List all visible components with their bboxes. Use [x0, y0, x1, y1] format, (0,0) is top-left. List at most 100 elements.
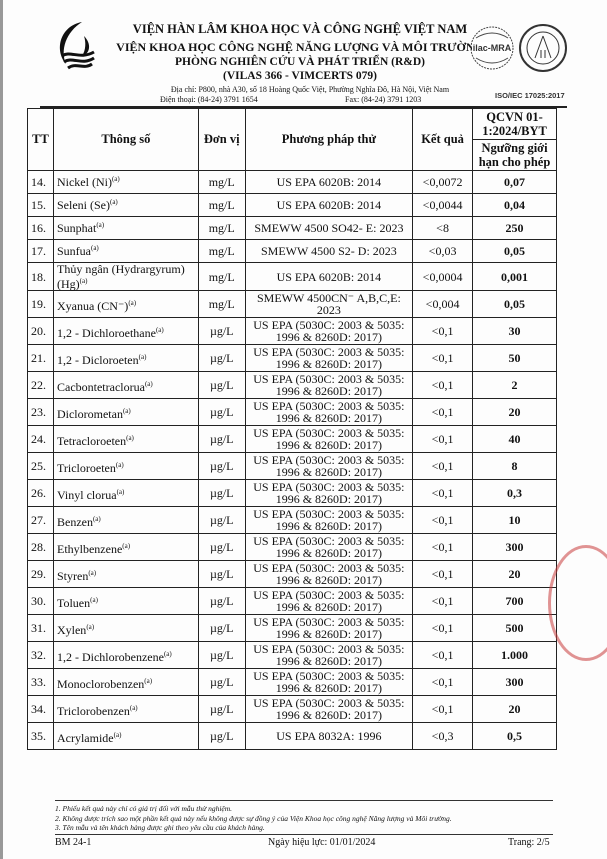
ilac-mra-logo-icon: ilac-MRA	[470, 26, 514, 70]
row-result: <0,1	[412, 425, 474, 453]
row-method: US EPA (5030C: 2003 & 5035: 1996 & 8260D…	[244, 398, 414, 426]
row-method: US EPA 8032A: 1996	[244, 722, 414, 750]
row-tt: 33.	[27, 668, 54, 696]
table-row: 27. Benzen(a) µg/L US EPA (5030C: 2003 & 50…	[27, 506, 557, 534]
table-row: 19. Xyanua (CN⁻)(a) mg/L SMEWW 4500CN⁻ A,B,…	[27, 290, 557, 318]
row-param: Monoclorobenzen(a)	[52, 668, 199, 696]
row-tt: 19.	[27, 290, 54, 318]
row-param: 1,2 - Dichlorobenzene(a)	[52, 641, 199, 669]
page-edge	[0, 0, 3, 859]
row-unit: µg/L	[197, 722, 246, 750]
table-row: 20. 1,2 - Dichloroethane(a) µg/L US EPA (50…	[27, 317, 557, 345]
row-tt: 35.	[27, 722, 54, 750]
row-result: <0,1	[412, 641, 474, 669]
table-row: 18. Thủy ngân (Hydrargyrum) (Hg)(a) mg/L US…	[27, 262, 557, 291]
fax: Fax: (84-24) 3791 1203	[345, 95, 422, 104]
row-param: Thủy ngân (Hydrargyrum) (Hg)(a)	[52, 262, 199, 291]
row-param: Diclorometan(a)	[52, 398, 199, 426]
table-row: 31. Xylen(a) µg/L US EPA (5030C: 2003 & 503…	[27, 614, 557, 642]
header-line-3: PHÒNG NGHIÊN CỨU VÀ PHÁT TRIỂN (R&D)	[174, 56, 426, 68]
row-unit: µg/L	[197, 587, 246, 615]
row-param: Tetracloroeten(a)	[52, 425, 199, 453]
row-limit: 8	[472, 452, 557, 480]
row-unit: µg/L	[197, 641, 246, 669]
row-unit: µg/L	[197, 371, 246, 399]
table-row: 14. Nickel (Ni)(a) mg/L US EPA 6020B: 2014 <…	[27, 170, 557, 194]
row-tt: 26.	[27, 479, 54, 507]
row-limit: 250	[472, 216, 557, 240]
table-row: 32. 1,2 - Dichlorobenzene(a) µg/L US EPA (5…	[27, 641, 557, 669]
row-result: <0,1	[412, 371, 474, 399]
red-stamp	[548, 545, 607, 661]
row-unit: µg/L	[197, 344, 246, 372]
footer-divider	[55, 800, 553, 801]
row-method: US EPA 6020B: 2014	[244, 262, 414, 291]
row-tt: 32.	[27, 641, 54, 669]
row-method: US EPA (5030C: 2003 & 5035: 1996 & 8260D…	[244, 641, 414, 669]
row-tt: 29.	[27, 560, 54, 588]
row-method: US EPA (5030C: 2003 & 5035: 1996 & 8260D…	[244, 614, 414, 642]
row-tt: 21.	[27, 344, 54, 372]
address: Địa chỉ: P800, nhà A30, số 18 Hoàng Quốc…	[170, 85, 450, 94]
row-result: <0,1	[412, 614, 474, 642]
row-unit: µg/L	[197, 668, 246, 696]
table-row: 21. 1,2 - Dicloroeten(a) µg/L US EPA (5030C…	[27, 344, 557, 372]
row-param: Vinyl clorua(a)	[52, 479, 199, 507]
row-method: SMEWW 4500 S2- D: 2023	[244, 239, 414, 263]
row-method: US EPA (5030C: 2003 & 5035: 1996 & 8260D…	[244, 371, 414, 399]
row-unit: mg/L	[197, 170, 246, 194]
row-tt: 27.	[27, 506, 54, 534]
table-row: 17. Sunfua(a) mg/L SMEWW 4500 S2- D: 2023 <0…	[27, 239, 557, 263]
row-limit: 0,05	[472, 239, 557, 263]
footer-divider-2	[55, 834, 553, 835]
table-row: 22. Cacbontetraclorua(a) µg/L US EPA (5030C…	[27, 371, 557, 399]
institute-logo-icon	[59, 22, 95, 70]
row-param: Sunfua(a)	[52, 239, 199, 263]
row-limit: 20	[472, 398, 557, 426]
row-result: <0,1	[412, 452, 474, 480]
row-tt: 24.	[27, 425, 54, 453]
header-limit: Ngưỡng giới hạn cho phép	[472, 139, 557, 171]
row-limit: 1.000	[472, 641, 557, 669]
row-limit: 0,001	[472, 262, 557, 291]
row-param: Cacbontetraclorua(a)	[52, 371, 199, 399]
row-method: US EPA (5030C: 2003 & 5035: 1996 & 8260D…	[244, 452, 414, 480]
row-limit: 40	[472, 425, 557, 453]
row-unit: mg/L	[197, 193, 246, 217]
row-result: <0,1	[412, 560, 474, 588]
row-method: US EPA 6020B: 2014	[244, 193, 414, 217]
header-divider	[40, 106, 567, 108]
row-limit: 30	[472, 317, 557, 345]
table-row: 23. Diclorometan(a) µg/L US EPA (5030C: 200…	[27, 398, 557, 426]
table-row: 34. Triclorobenzen(a) µg/L US EPA (5030C: 2…	[27, 695, 557, 723]
row-param: 1,2 - Dicloroeten(a)	[52, 344, 199, 372]
header-result: Kết quả	[412, 108, 474, 171]
row-tt: 22.	[27, 371, 54, 399]
row-result: <0,03	[412, 239, 474, 263]
notes: 1. Phiếu kết quả này chỉ có giá trị đối …	[55, 804, 452, 833]
row-tt: 16.	[27, 216, 54, 240]
row-limit: 0,07	[472, 170, 557, 194]
row-limit: 500	[472, 614, 557, 642]
row-limit: 0,05	[472, 290, 557, 318]
row-tt: 34.	[27, 695, 54, 723]
row-unit: µg/L	[197, 425, 246, 453]
row-tt: 15.	[27, 193, 54, 217]
row-result: <0,0044	[412, 193, 474, 217]
row-limit: 300	[472, 668, 557, 696]
row-limit: 300	[472, 533, 557, 561]
row-result: <0,1	[412, 695, 474, 723]
row-method: US EPA (5030C: 2003 & 5035: 1996 & 8260D…	[244, 479, 414, 507]
row-unit: µg/L	[197, 506, 246, 534]
row-method: US EPA (5030C: 2003 & 5035: 1996 & 8260D…	[244, 695, 414, 723]
effective-date: Ngày hiệu lực: 01/01/2024	[268, 837, 376, 848]
table-row: 33. Monoclorobenzen(a) µg/L US EPA (5030C: …	[27, 668, 557, 696]
row-limit: 20	[472, 560, 557, 588]
row-method: US EPA 6020B: 2014	[244, 170, 414, 194]
row-limit: 0,04	[472, 193, 557, 217]
row-param: Sunphat(a)	[52, 216, 199, 240]
row-result: <0,0072	[412, 170, 474, 194]
table-row: 25. Tricloroeten(a) µg/L US EPA (5030C: 200…	[27, 452, 557, 480]
row-unit: mg/L	[197, 262, 246, 291]
row-tt: 20.	[27, 317, 54, 345]
